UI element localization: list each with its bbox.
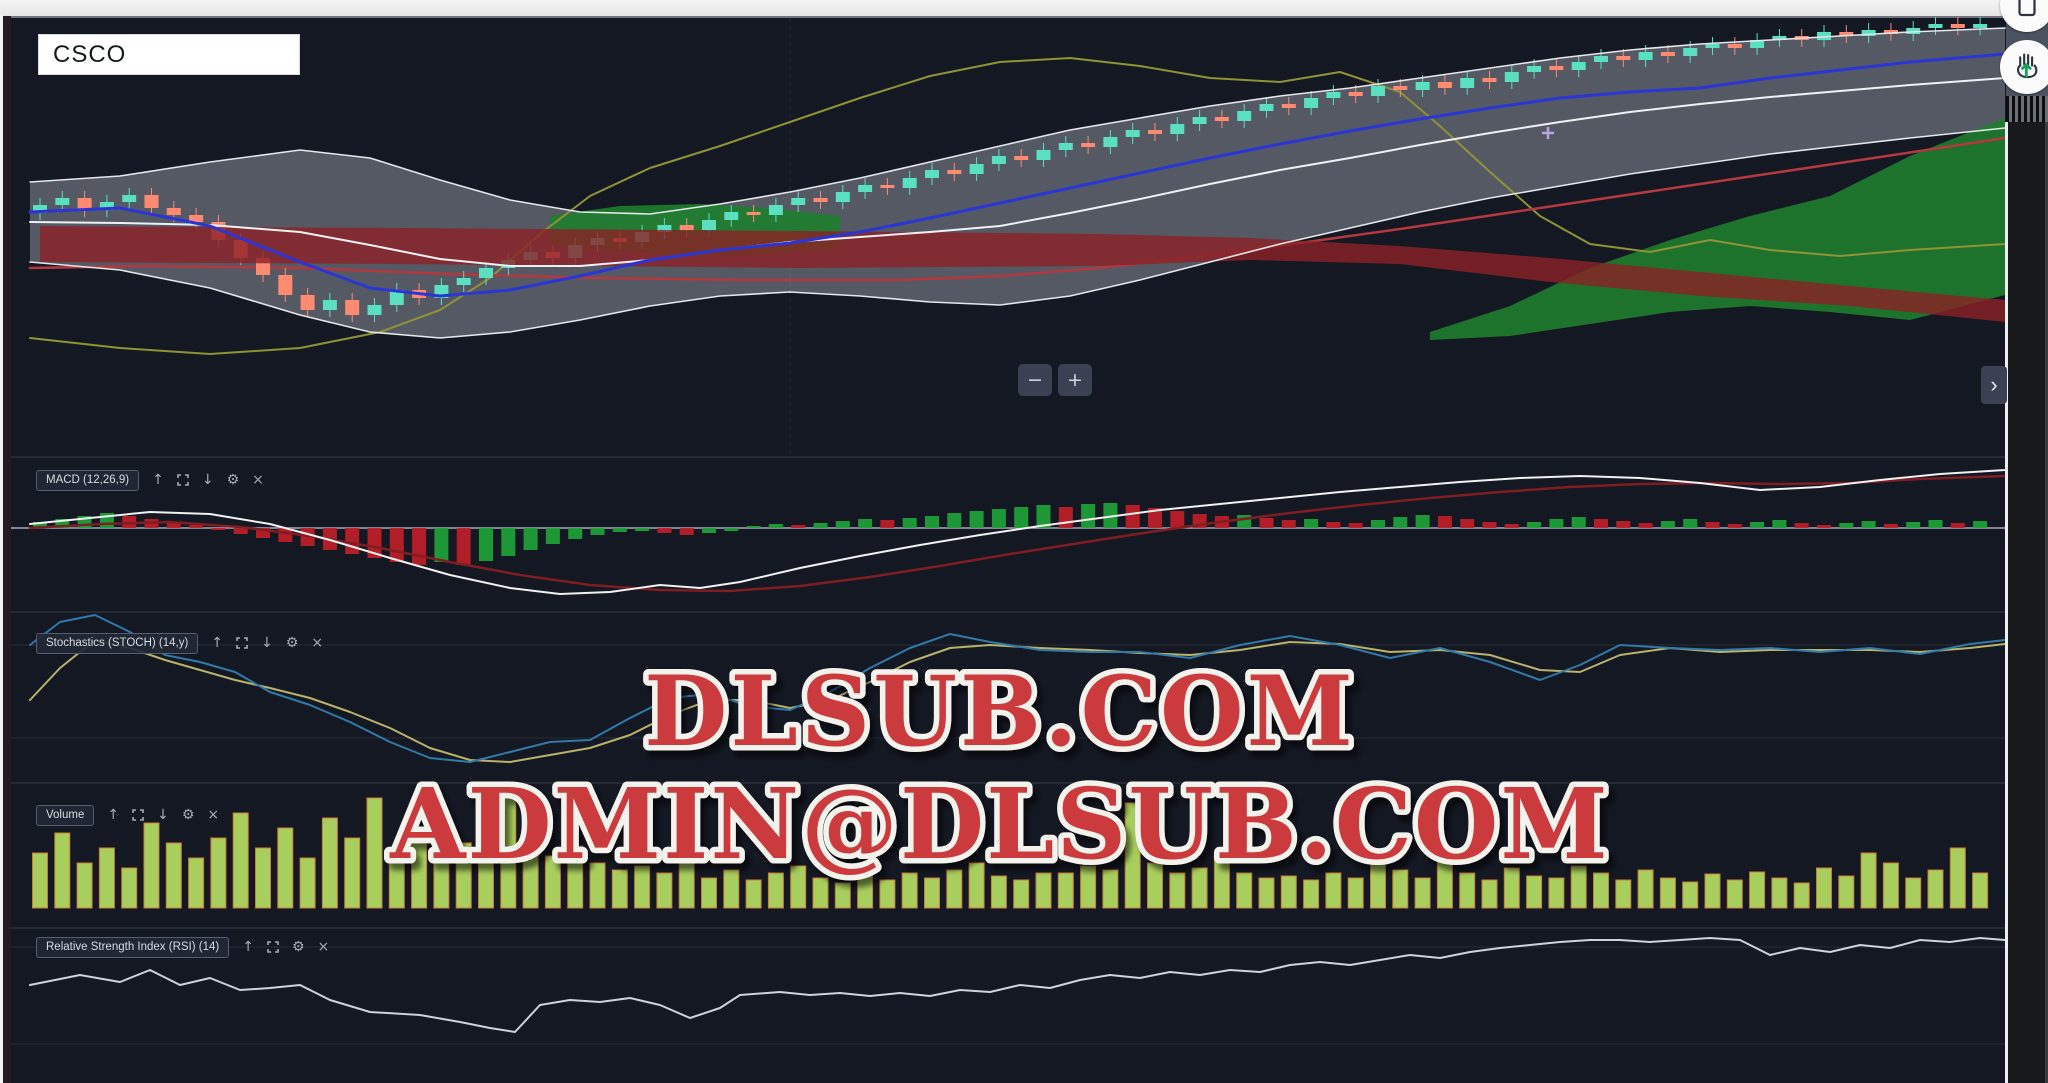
move-down-button[interactable]: ↓ [201,472,214,488]
filmstrip-decoration [2006,96,2048,122]
maximize-icon [132,809,144,821]
indicator-label-volume[interactable]: Volume [36,804,95,826]
settings-button[interactable]: ⚙ [181,807,195,823]
maximize-button[interactable] [132,809,144,821]
settings-button[interactable]: ⚙ [291,939,305,955]
symbol-search-box[interactable]: CSCO [38,34,300,75]
zoom-out-button[interactable]: − [1018,364,1052,396]
move-up-button[interactable]: ↑ [152,472,164,488]
move-up-button[interactable]: ↑ [107,807,120,823]
chart-layers [11,17,2007,1045]
move-down-button[interactable]: ↓ [157,807,169,823]
remove-button[interactable]: × [207,807,220,823]
move-down-button[interactable]: ↓ [261,635,273,651]
indicator-toolbar-macd: MACD (12,26,9) ↑ ↓ ⚙ × [36,468,264,492]
hand-upvote-button[interactable] [2000,40,2048,94]
indicator-label-rsi[interactable]: Relative Strength Index (RSI) (14) [36,936,230,958]
watermark-line2: ADMIN@DLSUB.COM [389,767,1610,881]
indicator-label-stoch[interactable]: Stochastics (STOCH) (14,y) [36,632,199,654]
maximize-button[interactable] [177,474,189,486]
settings-button[interactable]: ⚙ [226,472,240,488]
indicator-label-macd[interactable]: MACD (12,26,9) [36,469,140,491]
zoom-in-button[interactable]: + [1058,364,1092,396]
maximize-icon [177,474,189,486]
collapsed-right-panel[interactable] [2005,122,2048,1083]
symbol-text: CSCO [53,40,127,68]
watermark: DLSUB.COM ADMIN@DLSUB.COM [384,650,1614,887]
maximize-button[interactable] [236,637,248,649]
document-icon [2018,0,2036,17]
indicator-toolbar-stoch: Stochastics (STOCH) (14,y) ↑ ↓ ⚙ × [36,631,323,655]
move-up-button[interactable]: ↑ [242,939,254,955]
left-edge-highlight [0,14,3,1083]
left-edge-strip [3,16,11,1083]
maximize-icon [267,941,279,953]
hand-up-arrow-icon [2017,53,2038,79]
remove-button[interactable]: × [317,939,330,955]
window-top-bar [0,0,2048,18]
maximize-button[interactable] [267,941,279,953]
remove-button[interactable]: × [252,472,264,488]
expand-right-button[interactable]: › [1981,366,2007,404]
settings-button[interactable]: ⚙ [285,635,299,651]
indicator-toolbar-rsi: Relative Strength Index (RSI) (14) ↑ ⚙ × [36,935,329,959]
move-up-button[interactable]: ↑ [211,635,224,651]
watermark-line1: DLSUB.COM [644,655,1356,768]
maximize-icon [236,637,248,649]
indicator-toolbar-volume: Volume ↑ ↓ ⚙ × [36,803,219,827]
zoom-controls: − + [1018,364,1092,396]
remove-button[interactable]: × [311,635,324,651]
